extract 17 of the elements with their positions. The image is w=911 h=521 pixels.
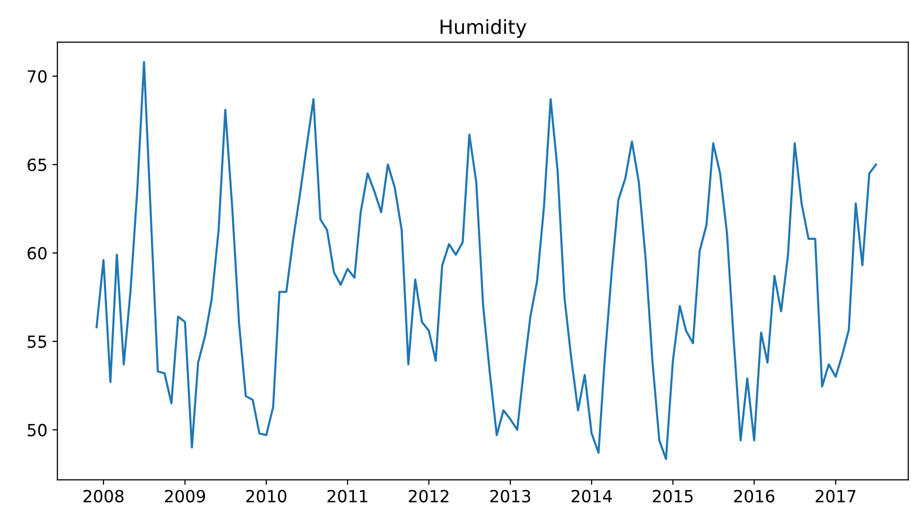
- x-tick-label: 2010: [246, 490, 286, 502]
- y-tick-label: 70: [28, 70, 47, 83]
- x-tick-label: 2009: [165, 490, 206, 502]
- x-tick-label: 2013: [490, 490, 530, 502]
- x-tick-label: 2008: [84, 490, 124, 502]
- x-tick-label: 2014: [572, 490, 612, 502]
- y-tick-label: 50: [28, 424, 47, 436]
- x-tick-label: 2017: [816, 490, 856, 502]
- line-series: [96, 60, 878, 460]
- x-tick-label: 2012: [408, 490, 448, 502]
- x-tick-label: 2015: [652, 490, 693, 502]
- y-tick-label: 60: [28, 246, 47, 260]
- y-tick-label: 55: [28, 336, 46, 348]
- x-tick-label: 2011: [328, 490, 368, 502]
- x-tick-label: 2016: [734, 490, 774, 502]
- y-tick-label: 65: [28, 158, 46, 172]
- chart-title: Humidity: [440, 19, 526, 38]
